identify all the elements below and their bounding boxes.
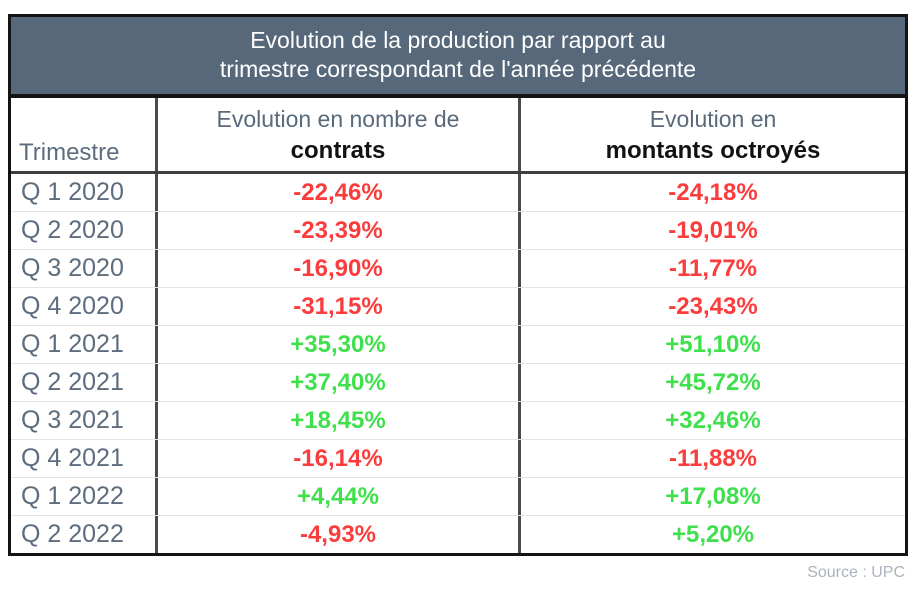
- table-row: Q 1 2022 +4,44% +17,08%: [11, 477, 905, 515]
- contrats-value-cell: -16,90%: [155, 250, 518, 287]
- table-row: Q 4 2021 -16,14% -11,88%: [11, 439, 905, 477]
- montants-value-cell: +51,10%: [518, 326, 905, 363]
- contrats-value-cell: -16,14%: [155, 440, 518, 477]
- table-title-line1: Evolution de la production par rapport a…: [250, 27, 666, 53]
- montants-value-cell: -24,18%: [518, 174, 905, 211]
- contrats-value-cell: -23,39%: [155, 212, 518, 249]
- contrats-value-cell: +4,44%: [155, 478, 518, 515]
- montants-value-cell: -11,88%: [518, 440, 905, 477]
- source-label: Source : UPC: [807, 564, 905, 581]
- table-body: Q 1 2020 -22,46% -24,18% Q 2 2020 -23,39% -19…: [11, 174, 905, 553]
- table-row: Q 3 2021 +18,45% +32,46%: [11, 401, 905, 439]
- table-title-line2: trimestre correspondant de l'année précé…: [219, 56, 697, 82]
- header-montants-line2: montants octroyés: [605, 137, 821, 164]
- contrats-value-cell: +37,40%: [155, 364, 518, 401]
- header-contrats-line1: Evolution en nombre de: [216, 106, 460, 132]
- header-montants-line1: Evolution en: [649, 106, 777, 132]
- trimestre-cell: Q 3 2021: [21, 406, 124, 434]
- trimestre-cell: Q 4 2020: [21, 292, 124, 320]
- table-title: Evolution de la production par rapport a…: [11, 17, 905, 98]
- header-trimestre: Trimestre: [19, 139, 120, 166]
- trimestre-cell: Q 1 2021: [21, 330, 124, 358]
- trimestre-cell: Q 2 2022: [21, 520, 124, 548]
- table-row: Q 2 2021 +37,40% +45,72%: [11, 363, 905, 401]
- montants-value-cell: -23,43%: [518, 288, 905, 325]
- montants-value-cell: +5,20%: [518, 516, 905, 553]
- trimestre-cell: Q 1 2022: [21, 482, 124, 510]
- trimestre-cell: Q 4 2021: [21, 444, 124, 472]
- montants-value-cell: -11,77%: [518, 250, 905, 287]
- table-row: Q 2 2022 -4,93% +5,20%: [11, 515, 905, 553]
- table-row: Q 2 2020 -23,39% -19,01%: [11, 211, 905, 249]
- contrats-value-cell: -4,93%: [155, 516, 518, 553]
- trimestre-cell: Q 2 2020: [21, 216, 124, 244]
- contrats-value-cell: +35,30%: [155, 326, 518, 363]
- table-row: Q 1 2020 -22,46% -24,18%: [11, 174, 905, 211]
- montants-value-cell: +17,08%: [518, 478, 905, 515]
- header-contrats: Evolution en nombre de contrats: [155, 98, 518, 171]
- table-row: Q 4 2020 -31,15% -23,43%: [11, 287, 905, 325]
- evolution-table: Evolution de la production par rapport a…: [8, 14, 908, 556]
- header-contrats-line2: contrats: [290, 137, 386, 164]
- table-row: Q 1 2021 +35,30% +51,10%: [11, 325, 905, 363]
- trimestre-cell: Q 1 2020: [21, 178, 124, 206]
- montants-value-cell: +32,46%: [518, 402, 905, 439]
- table-header-row: Trimestre Evolution en nombre de contrat…: [11, 98, 905, 174]
- contrats-value-cell: -31,15%: [155, 288, 518, 325]
- montants-value-cell: -19,01%: [518, 212, 905, 249]
- header-montants: Evolution en montants octroyés: [518, 98, 905, 171]
- trimestre-cell: Q 2 2021: [21, 368, 124, 396]
- contrats-value-cell: -22,46%: [155, 174, 518, 211]
- contrats-value-cell: +18,45%: [155, 402, 518, 439]
- table-row: Q 3 2020 -16,90% -11,77%: [11, 249, 905, 287]
- montants-value-cell: +45,72%: [518, 364, 905, 401]
- trimestre-cell: Q 3 2020: [21, 254, 124, 282]
